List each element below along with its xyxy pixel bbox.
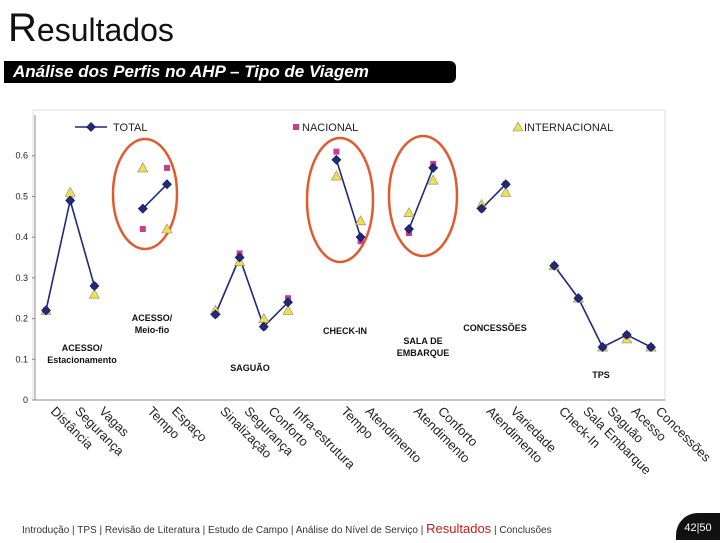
legend-marker bbox=[512, 121, 524, 132]
data-point bbox=[88, 288, 100, 299]
chart: 00.10.20.30.40.50.6DistânciaSegurançaVag… bbox=[15, 109, 714, 477]
data-point bbox=[500, 186, 512, 197]
group-label: ACESSO/ Meio-fio bbox=[131, 313, 173, 335]
legend-label: NACIONAL bbox=[302, 122, 358, 134]
data-point bbox=[427, 174, 439, 185]
nav-items: | Conclusões bbox=[493, 525, 552, 536]
highlight-ellipse bbox=[111, 137, 179, 251]
data-point bbox=[331, 154, 342, 165]
data-point bbox=[597, 342, 608, 352]
nav-current: Resultados bbox=[426, 521, 492, 536]
data-point bbox=[139, 226, 146, 232]
data-point bbox=[549, 260, 560, 271]
group-label: SAGUÃO bbox=[230, 363, 270, 373]
y-tick-label: 0.2 bbox=[15, 314, 28, 324]
data-point bbox=[162, 179, 172, 190]
highlight-ellipse bbox=[387, 134, 459, 258]
slide-title: Resultados bbox=[8, 6, 174, 50]
group-label: ACESSO/ Estacionamento bbox=[47, 343, 117, 365]
data-point bbox=[41, 305, 51, 316]
legend-marker bbox=[293, 124, 299, 130]
data-point bbox=[646, 342, 656, 352]
data-point bbox=[210, 309, 221, 320]
y-tick-label: 0.3 bbox=[15, 273, 28, 283]
legend-label: TOTAL bbox=[113, 122, 147, 134]
data-point bbox=[89, 281, 100, 291]
y-tick-label: 0.5 bbox=[15, 191, 28, 201]
footer-nav: Introdução | TPS | Revisão de Literatura… bbox=[22, 521, 552, 536]
plot-frame bbox=[32, 109, 666, 401]
data-point bbox=[573, 293, 584, 304]
group-label: TPS bbox=[592, 370, 610, 380]
data-point bbox=[476, 203, 487, 214]
legend-marker bbox=[86, 122, 96, 132]
page-number: 42|50 bbox=[676, 513, 720, 540]
data-point bbox=[65, 195, 76, 206]
group-label: CONCESSÕES bbox=[463, 323, 527, 333]
y-tick-label: 0.4 bbox=[15, 232, 28, 242]
data-point bbox=[283, 297, 293, 308]
data-point bbox=[330, 170, 342, 181]
data-point bbox=[258, 321, 269, 332]
data-point bbox=[355, 215, 367, 226]
data-point bbox=[137, 162, 149, 173]
data-point bbox=[404, 224, 414, 234]
nav-items: Introdução | TPS | Revisão de Literatura… bbox=[22, 525, 424, 536]
subtitle-bar: Análise dos Perfis no AHP – Tipo de Viag… bbox=[4, 61, 456, 83]
subtitle: Análise dos Perfis no AHP – Tipo de Viag… bbox=[13, 62, 369, 81]
data-point bbox=[428, 163, 439, 173]
y-tick-label: 0 bbox=[23, 395, 28, 405]
data-point bbox=[355, 232, 366, 243]
legend-label: INTERNACIONAL bbox=[524, 122, 613, 134]
group-label: CHECK-IN bbox=[323, 326, 367, 336]
data-point bbox=[500, 179, 511, 190]
group-label: SALA DE EMBARQUE bbox=[396, 336, 450, 358]
data-point bbox=[282, 304, 294, 315]
data-point bbox=[234, 252, 245, 263]
data-point bbox=[137, 203, 148, 214]
data-point bbox=[164, 164, 170, 171]
highlight-ellipse bbox=[305, 136, 375, 264]
data-point bbox=[621, 329, 632, 340]
y-tick-label: 0.6 bbox=[15, 151, 28, 161]
data-point bbox=[64, 186, 76, 197]
data-point bbox=[333, 148, 340, 155]
data-point bbox=[403, 207, 415, 218]
data-point bbox=[161, 223, 173, 234]
y-tick-label: 0.1 bbox=[15, 354, 28, 364]
